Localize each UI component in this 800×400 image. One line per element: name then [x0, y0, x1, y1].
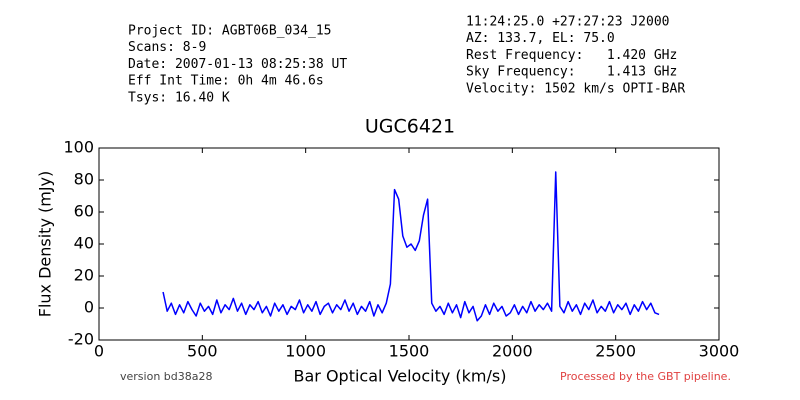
y-tick-label: -20 — [68, 330, 94, 349]
y-tick-label: 80 — [74, 170, 94, 189]
header-line: Tsys: 16.40 K — [128, 90, 230, 105]
header-line: AZ: 133.7, EL: 75.0 — [466, 31, 615, 46]
header-line: Scans: 8-9 — [128, 40, 206, 55]
header-line: Date: 2007-01-13 08:25:38 UT — [128, 57, 347, 72]
chart-title: UGC6421 — [365, 116, 455, 138]
x-tick-label: 2500 — [595, 342, 636, 361]
y-tick-label: 40 — [74, 234, 94, 253]
x-tick-label: 500 — [187, 342, 218, 361]
header-line: Project ID: AGBT06B_034_15 — [128, 24, 332, 39]
y-tick-label: 0 — [84, 298, 94, 317]
y-tick-label: 20 — [74, 266, 94, 285]
x-tick-label: 2000 — [492, 342, 533, 361]
x-tick-label: 1500 — [389, 342, 430, 361]
x-axis-label: Bar Optical Velocity (km/s) — [294, 367, 507, 386]
y-tick-label: 60 — [74, 202, 94, 221]
x-tick-label: 1000 — [285, 342, 326, 361]
x-tick-label: 0 — [94, 342, 104, 361]
pipeline-text: Processed by the GBT pipeline. — [560, 370, 731, 383]
x-tick-label: 3000 — [699, 342, 740, 361]
header-line: Velocity: 1502 km/s OPTI-BAR — [466, 81, 685, 96]
spectrum-line — [162, 171, 660, 322]
header-line: Eff Int Time: 0h 4m 46.6s — [128, 74, 324, 89]
version-text: version bd38a28 — [120, 370, 213, 383]
y-axis-label: Flux Density (mJy) — [36, 171, 55, 318]
header-line: Rest Frequency: 1.420 GHz — [466, 48, 677, 63]
header-line: Sky Frequency: 1.413 GHz — [466, 65, 677, 80]
header-line: 11:24:25.0 +27:27:23 J2000 — [466, 15, 670, 30]
y-tick-label: 100 — [63, 138, 94, 157]
